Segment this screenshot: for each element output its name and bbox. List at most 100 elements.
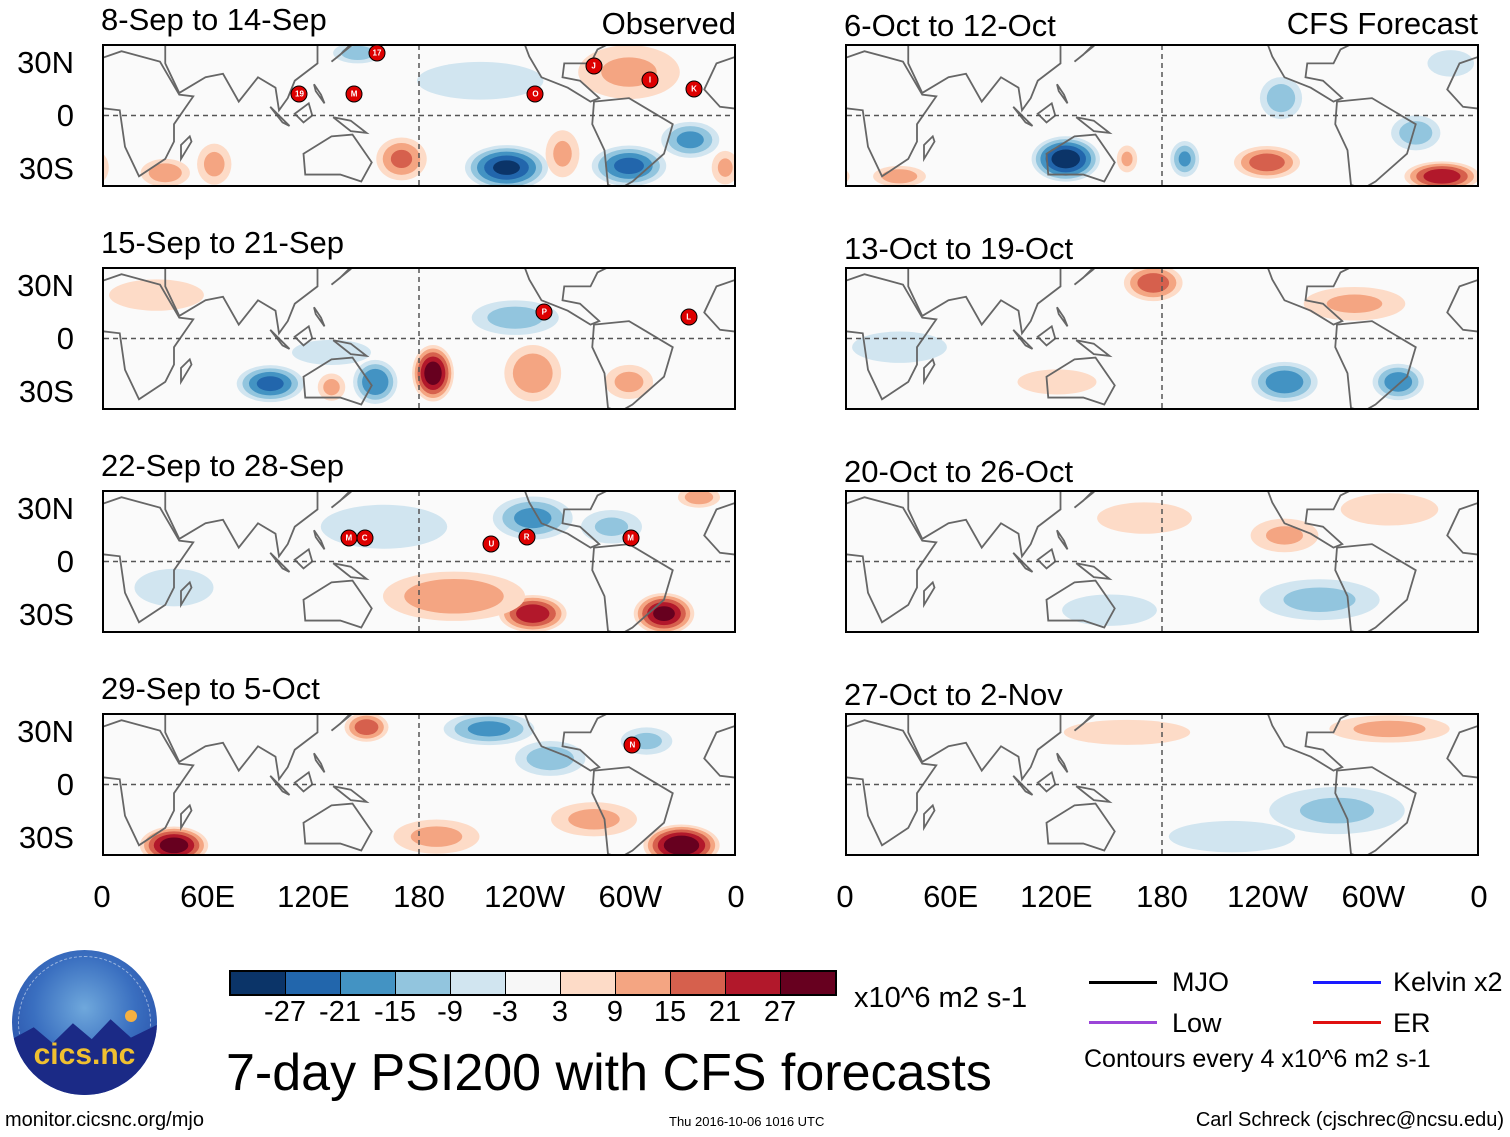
- tropical-cyclone-icon: P: [535, 303, 553, 321]
- coastline: [924, 805, 935, 828]
- coastline: [908, 715, 1060, 779]
- panel-title: 13-Oct to 19-Oct: [844, 231, 1074, 266]
- anomaly-contour: [1266, 84, 1296, 113]
- panel-title: 20-Oct to 26-Oct: [844, 454, 1074, 489]
- coastline: [524, 46, 612, 102]
- coastline: [1267, 46, 1355, 102]
- observed-header: Observed: [601, 6, 736, 41]
- tropical-cyclone-icon: 19: [290, 85, 308, 103]
- lat-label: 30S: [18, 820, 74, 855]
- colorbar-swatch: [561, 972, 616, 994]
- lat-label: 30S: [18, 374, 74, 409]
- lat-label: 0: [56, 98, 74, 133]
- anomaly-contour: [390, 149, 413, 169]
- colorbar-swatch: [671, 972, 726, 994]
- legend-line-kelvin: [1313, 981, 1381, 984]
- legend-line-low: [1089, 1021, 1157, 1024]
- tropical-cyclone-icon: J: [585, 57, 603, 75]
- logo-name: cics.nc: [33, 1038, 136, 1071]
- anomaly-contour: [526, 746, 574, 771]
- coastline: [270, 776, 289, 795]
- coastline: [304, 581, 372, 628]
- coastline: [1335, 767, 1416, 854]
- colorbar-swatch: [726, 972, 781, 994]
- anomaly-contour: [614, 371, 644, 393]
- legend-line-er: [1313, 1021, 1381, 1024]
- coastline: [304, 358, 372, 405]
- coastline: [104, 497, 193, 622]
- coastline: [1013, 330, 1032, 349]
- coastline: [847, 720, 936, 845]
- anomaly-contour: [1168, 820, 1296, 853]
- coastline: [1447, 497, 1477, 622]
- coastline: [332, 46, 353, 62]
- coastline: [1047, 581, 1115, 628]
- anomaly-contour: [881, 169, 918, 184]
- legend-label-er: ER: [1393, 1008, 1431, 1038]
- anomaly-contour: [354, 719, 379, 736]
- anomaly-contour: [717, 158, 733, 177]
- coastline: [704, 497, 734, 622]
- coastline: [1038, 326, 1056, 345]
- coastline: [1075, 715, 1096, 731]
- colorbar-swatch: [616, 972, 671, 994]
- anomaly-contour: [256, 376, 284, 392]
- anomaly-contour: [1326, 294, 1383, 313]
- anomaly-contour: [1353, 720, 1426, 738]
- anomaly-contour: [1384, 372, 1413, 392]
- coastline: [304, 135, 372, 182]
- coastline: [1038, 549, 1056, 568]
- coastline: [333, 563, 366, 579]
- coastline: [847, 51, 936, 176]
- colorbar-swatch: [286, 972, 341, 994]
- coastline: [924, 582, 935, 605]
- colorbar-swatch: [341, 972, 396, 994]
- coastline: [1076, 117, 1109, 133]
- lon-label: 120W: [484, 879, 566, 914]
- anomaly-contour: [323, 378, 340, 396]
- coastline: [592, 544, 673, 631]
- coastline: [524, 492, 612, 548]
- colorbar-tick-label: -15: [374, 996, 416, 1028]
- tropical-cyclone-icon: K: [685, 80, 703, 98]
- colorbar: [229, 970, 837, 996]
- coastline: [1075, 269, 1096, 285]
- anomaly-contour: [1017, 369, 1097, 395]
- anomaly-contour: [1178, 151, 1191, 167]
- colorbar-tick-label: 15: [653, 996, 687, 1028]
- coastline: [333, 340, 366, 356]
- anomaly-contour: [614, 157, 644, 175]
- coastline: [908, 46, 1060, 110]
- anomaly-contour: [410, 826, 463, 847]
- anomaly-contour: [553, 140, 572, 167]
- lat-label: 0: [56, 767, 74, 802]
- lon-label: 60E: [180, 879, 236, 914]
- panel-title: 29-Sep to 5-Oct: [101, 671, 320, 706]
- coastline: [1047, 135, 1115, 182]
- coastline: [1038, 103, 1056, 122]
- tropical-cyclone-icon: I: [641, 71, 659, 89]
- coastline: [524, 715, 612, 771]
- anomaly-contour: [1249, 153, 1285, 172]
- coastline: [1076, 340, 1109, 356]
- coastline: [181, 136, 192, 159]
- map-panel-forecast: [845, 44, 1479, 187]
- coastline: [1267, 269, 1355, 325]
- coastline: [104, 720, 193, 845]
- coastline: [270, 107, 289, 126]
- coastline: [1013, 107, 1032, 126]
- coastline: [1047, 804, 1115, 851]
- tropical-cyclone-icon: M: [345, 85, 363, 103]
- anomaly-contour: [404, 578, 504, 614]
- coastline: [524, 269, 612, 325]
- coastline: [332, 492, 353, 508]
- lat-label: 30N: [17, 714, 74, 749]
- tropical-cyclone-icon: M: [340, 529, 358, 547]
- coastline: [704, 720, 734, 845]
- anomaly-contour: [1399, 121, 1433, 145]
- anomaly-contour: [847, 170, 850, 182]
- anomaly-contour: [1063, 719, 1191, 745]
- lon-label: 120E: [1020, 879, 1093, 914]
- anomaly-contour: [1137, 273, 1170, 293]
